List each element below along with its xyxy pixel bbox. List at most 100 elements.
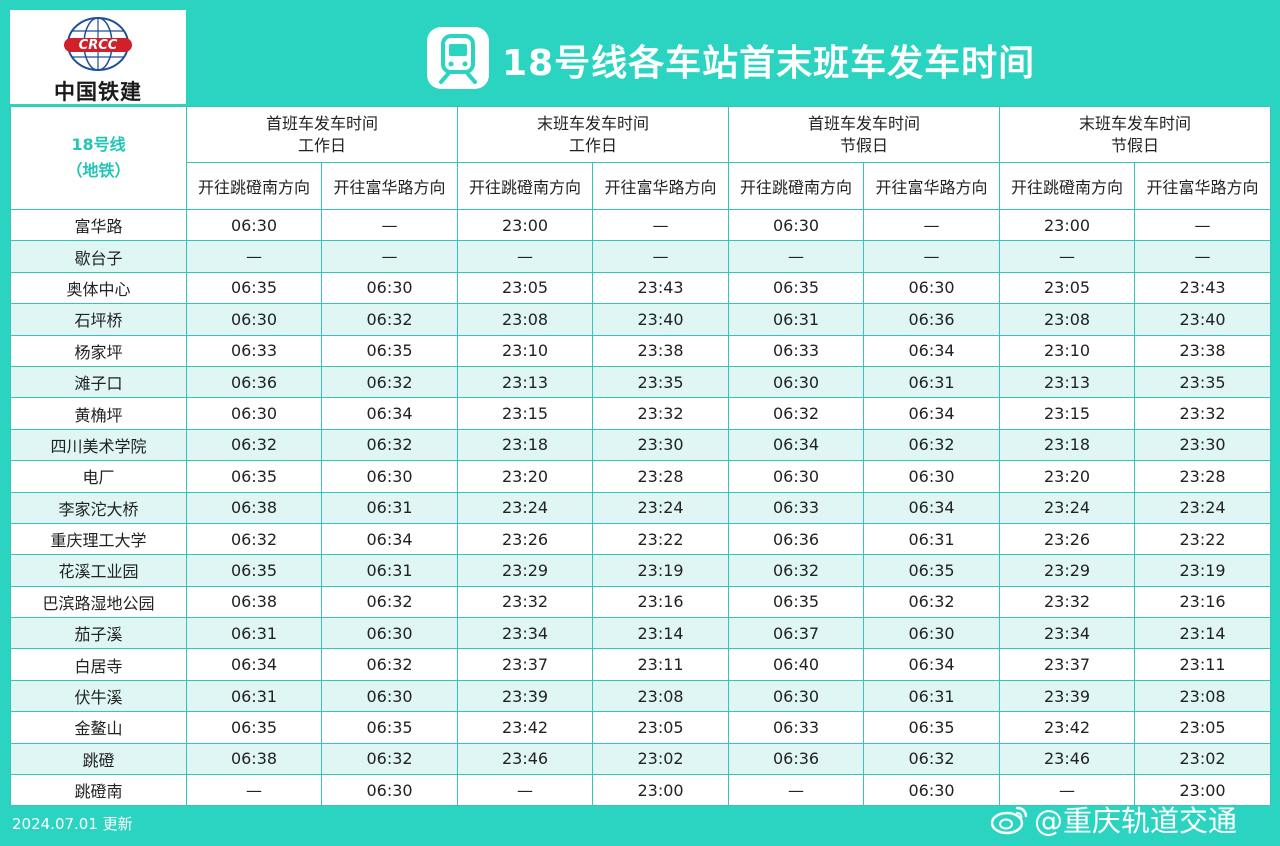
station-name: 电厂: [10, 460, 187, 493]
time-cell: 23:42: [999, 711, 1136, 744]
station-name: 伏牛溪: [10, 679, 187, 713]
group-day-type: 工作日: [298, 135, 347, 155]
time-cell: 23:00: [1134, 774, 1272, 807]
time-cell: 23:13: [457, 365, 594, 399]
time-cell: 23:19: [592, 554, 730, 587]
time-cell: 06:35: [186, 271, 322, 305]
time-cell: 23:22: [592, 522, 730, 556]
table-row: 杨家坪 06:33 06:35 23:10 23:38 06:33 06:34 23:10 23…: [10, 334, 1272, 367]
group-title: 首班车发车时间: [808, 113, 921, 133]
weibo-watermark: @重庆轨道交通: [990, 798, 1237, 840]
time-cell: 06:30: [863, 460, 1001, 493]
time-cell: 06:31: [320, 554, 459, 587]
time-cell: 23:42: [457, 711, 594, 744]
direction-header: 开往跳磴南方向: [457, 162, 594, 210]
time-cell: 23:43: [592, 271, 730, 305]
time-cell: 23:26: [457, 522, 594, 556]
group-title: 末班车发车时间: [1079, 113, 1192, 133]
time-cell: —: [592, 208, 730, 242]
time-cell: 06:35: [728, 585, 865, 619]
time-cell: 23:30: [1134, 428, 1272, 462]
time-cell: 06:32: [863, 428, 1001, 462]
time-cell: 23:39: [457, 679, 594, 713]
time-cell: 06:36: [863, 303, 1001, 336]
table-row: 茄子溪 06:31 06:30 23:34 23:14 06:37 06:30 23:34 23…: [10, 617, 1272, 650]
time-cell: 06:34: [863, 397, 1001, 430]
direction-header: 开往跳磴南方向: [186, 162, 322, 210]
time-cell: 06:34: [186, 648, 322, 681]
time-cell: 06:34: [863, 334, 1001, 367]
station-name: 重庆理工大学: [10, 522, 187, 556]
time-cell: 23:29: [999, 554, 1136, 587]
line-label-name: 18号线: [71, 135, 126, 154]
time-cell: —: [592, 240, 730, 273]
time-cell: 23:24: [457, 491, 594, 524]
time-cell: 23:13: [999, 365, 1136, 399]
table-row: 花溪工业园 06:35 06:31 23:29 23:19 06:32 06:35 23:29…: [10, 554, 1272, 587]
timetable: 18号线 （地铁） 首班车发车时间 工作日 末班车发车时间 工作日 首班车发车时间节…: [10, 106, 1272, 807]
time-cell: 23:32: [999, 585, 1136, 619]
time-cell: 23:00: [457, 208, 594, 242]
group-day-type: 节假日: [1111, 135, 1160, 155]
station-name: 四川美术学院: [10, 428, 187, 462]
time-cell: 06:34: [728, 428, 865, 462]
time-cell: 23:38: [592, 334, 730, 367]
time-cell: 23:00: [999, 208, 1136, 242]
time-cell: 23:35: [1134, 365, 1272, 399]
time-cell: 06:32: [186, 522, 322, 556]
time-cell: 06:31: [863, 522, 1001, 556]
table-row: 黄桷坪 06:30 06:34 23:15 23:32 06:32 06:34 23:15 23…: [10, 397, 1272, 430]
group-day-type: 工作日: [569, 135, 618, 155]
table-row: 奥体中心 06:35 06:30 23:05 23:43 06:35 06:30 23:05 2…: [10, 271, 1272, 305]
station-name: 奥体中心: [10, 271, 187, 305]
time-cell: 23:38: [1134, 334, 1272, 367]
time-cell: 23:24: [592, 491, 730, 524]
group-day-type: 节假日: [840, 135, 889, 155]
time-cell: 06:30: [320, 774, 459, 807]
line-label-cell: 18号线 （地铁）: [10, 106, 187, 210]
time-cell: 23:10: [457, 334, 594, 367]
metro-train-icon: [427, 27, 489, 89]
station-name: 石坪桥: [10, 303, 187, 336]
station-name: 白居寺: [10, 648, 187, 681]
time-cell: 23:15: [999, 397, 1136, 430]
crcc-logo: CRCC 中国铁建: [10, 10, 186, 104]
time-cell: 23:08: [457, 303, 594, 336]
time-cell: 06:33: [728, 334, 865, 367]
time-cell: 23:19: [1134, 554, 1272, 587]
group-header: 首班车发车时间 工作日: [185, 106, 459, 163]
time-cell: 06:32: [186, 428, 322, 462]
time-cell: 06:30: [728, 460, 865, 493]
table-row: 四川美术学院 06:32 06:32 23:18 23:30 06:34 06:32 23:1…: [10, 428, 1272, 462]
direction-header: 开往富华路方向: [320, 162, 459, 210]
table-row: 跳磴南 —06:30—23:00—06:30—23:00: [10, 774, 1272, 807]
time-cell: 23:28: [592, 460, 730, 493]
time-cell: 23:05: [592, 711, 730, 744]
time-cell: 06:32: [320, 428, 459, 462]
station-name: 黄桷坪: [10, 397, 187, 430]
logo-badge-text: CRCC: [79, 38, 118, 53]
time-cell: 06:34: [863, 648, 1001, 681]
time-cell: 06:35: [320, 711, 459, 744]
time-cell: 06:32: [320, 742, 459, 776]
group-header: 末班车发车时间 节假日: [999, 106, 1272, 163]
station-name: 茄子溪: [10, 617, 187, 650]
time-cell: 23:02: [1134, 742, 1272, 776]
direction-header: 开往跳磴南方向: [999, 162, 1136, 210]
station-name: 花溪工业园: [10, 554, 187, 587]
time-cell: 23:32: [457, 585, 594, 619]
time-cell: 23:26: [999, 522, 1136, 556]
line-label-type: （地铁）: [66, 161, 131, 180]
time-cell: 23:08: [999, 303, 1136, 336]
crcc-globe-icon: CRCC: [64, 17, 132, 71]
table-row: 富华路 06:30—23:00—06:30—23:00—: [10, 208, 1272, 242]
time-cell: 23:11: [1134, 648, 1272, 681]
time-cell: 23:18: [999, 428, 1136, 462]
time-cell: 23:22: [1134, 522, 1272, 556]
direction-header: 开往富华路方向: [863, 162, 1001, 210]
time-cell: 06:35: [728, 271, 865, 305]
direction-header: 开往跳磴南方向: [728, 162, 865, 210]
time-cell: —: [863, 208, 1001, 242]
time-cell: 06:31: [863, 365, 1001, 399]
update-date: 2024.07.01 更新: [12, 815, 133, 833]
